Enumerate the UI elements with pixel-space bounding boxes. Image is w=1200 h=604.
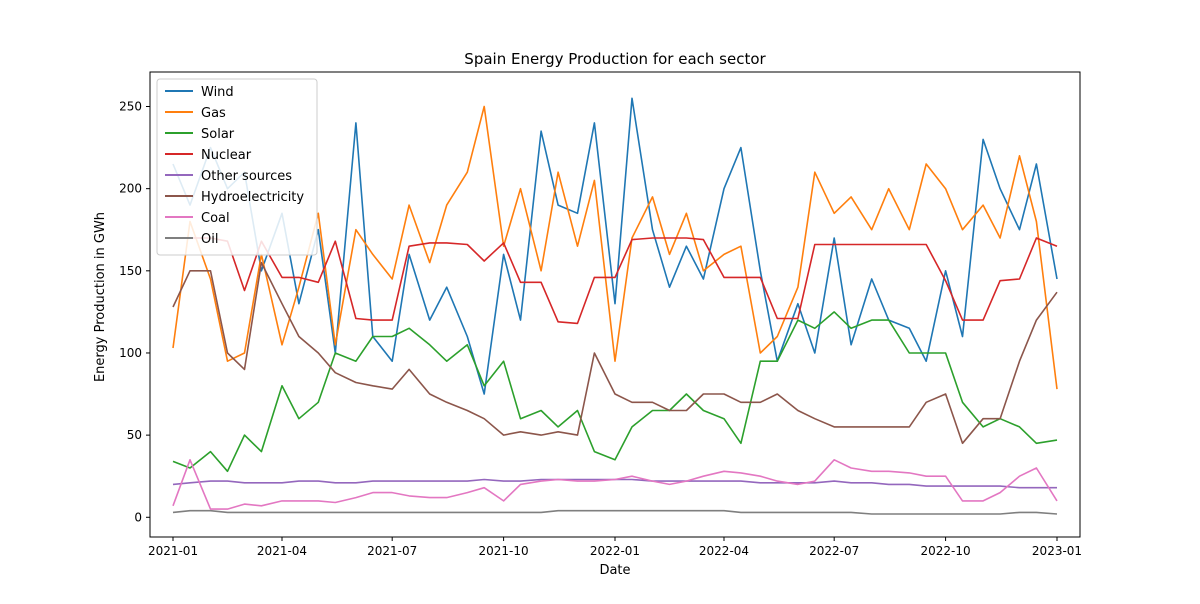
legend-label-coal: Coal xyxy=(201,211,230,226)
plot-frame xyxy=(149,71,1081,538)
legend-label-wind: Wind xyxy=(201,85,234,100)
x-tick-label: 2022-04 xyxy=(699,544,749,558)
x-tick-label: 2021-01 xyxy=(148,544,198,558)
y-tick-label: 150 xyxy=(119,264,142,278)
series-line-wind xyxy=(172,97,1058,395)
series-line-hydroelectricity xyxy=(172,261,1058,445)
x-axis-ticks: 2021-01 2021-04 2021-07 2021-10 2022-01 2022-… xyxy=(148,537,1082,558)
legend-label-gas: Gas xyxy=(201,106,226,121)
y-tick-label: 200 xyxy=(119,182,142,196)
x-tick-label: 2023-01 xyxy=(1032,544,1082,558)
series-line-gas xyxy=(172,105,1058,390)
legend-label-hydroelectricity: Hydroelectricity xyxy=(201,190,304,205)
x-tick-label: 2022-01 xyxy=(590,544,640,558)
legend-label-other-sources: Other sources xyxy=(201,169,292,184)
x-tick-label: 2021-10 xyxy=(479,544,529,558)
y-tick-label: 250 xyxy=(119,100,142,114)
y-tick-label: 0 xyxy=(134,510,142,524)
series-line-nuclear xyxy=(173,237,1058,325)
x-axis-label: Date xyxy=(599,563,630,578)
legend-label-solar: Solar xyxy=(201,127,235,142)
legend-label-nuclear: Nuclear xyxy=(201,148,252,163)
series-line-oil xyxy=(172,509,1058,515)
x-tick-label: 2022-07 xyxy=(809,544,859,558)
legend-label-oil: Oil xyxy=(201,232,218,247)
legend-box xyxy=(156,78,318,256)
y-axis-label: Energy Production in GWh xyxy=(93,212,108,382)
x-tick-label: 2022-10 xyxy=(921,544,971,558)
chart-title: Spain Energy Production for each sector xyxy=(464,50,766,68)
series-layer xyxy=(172,97,1058,515)
legend: Wind Gas Solar Nuclear Other sources Hydroele… xyxy=(156,78,318,256)
x-tick-label: 2021-04 xyxy=(257,544,307,558)
y-axis-ticks: 0 50 100 150 200 250 xyxy=(119,100,150,524)
series-line-solar xyxy=(172,311,1058,473)
y-tick-label: 50 xyxy=(127,428,142,442)
series-line-coal xyxy=(172,458,1058,510)
x-tick-label: 2021-07 xyxy=(367,544,417,558)
y-tick-label: 100 xyxy=(119,346,142,360)
